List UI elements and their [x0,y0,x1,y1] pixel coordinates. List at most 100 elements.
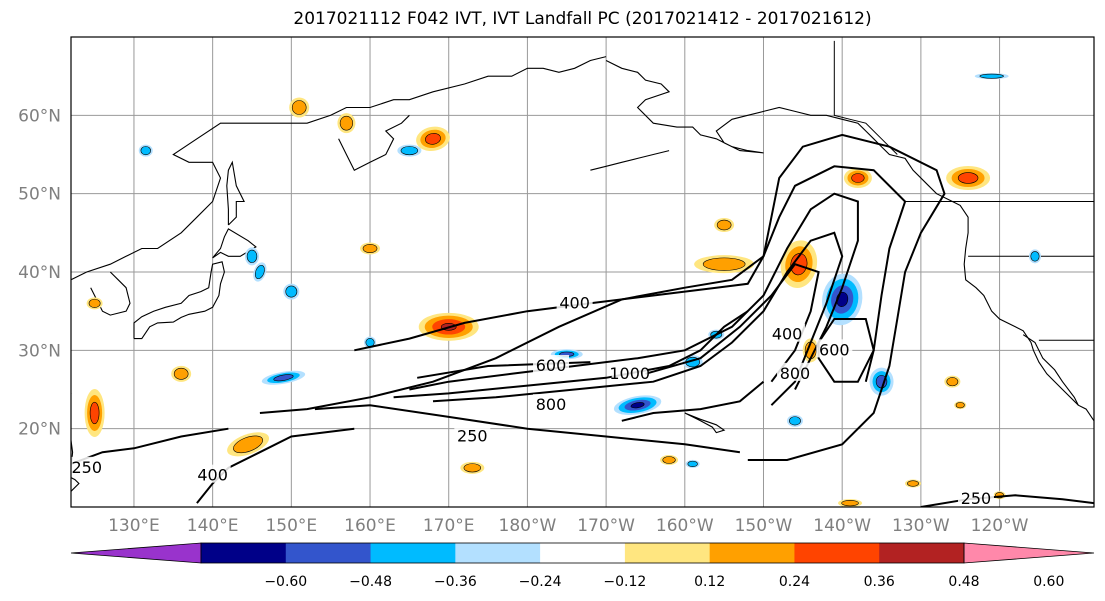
contour-label-bg [957,488,994,507]
coastline-segment [684,412,726,434]
pc-patch [233,435,264,454]
ivt-contour-line [354,165,907,382]
coastline-segment [226,160,245,226]
colorbar-segment [624,543,711,563]
pc-patch [716,219,732,231]
contour-label-bg [611,362,648,381]
colorbar-segment [540,543,626,563]
pc-patch [630,402,645,409]
contour-label: 1000 [609,364,650,383]
axis-labels: 130°E 140°E 150°E 160°E 170°E 180°W 170°W 160°W… [18,106,1028,536]
map-title: 2017021112 F042 IVT, IVT Landfall PC (20… [293,9,872,29]
pc-patch [140,146,151,156]
ivt-pc-shading [84,73,1041,507]
pc-patch [687,460,698,468]
pc-patch [339,115,354,131]
contour-label: 400 [772,325,803,344]
lon-tick-label: 170°E [423,516,475,536]
pc-patch [88,298,101,308]
colorbar-tick-label: −0.12 [603,574,646,590]
coastlines [71,40,1094,493]
pc-patch [285,285,298,298]
contour-label: 800 [536,395,567,414]
colorbar-segment [879,543,965,563]
pc-patch [662,456,676,464]
ivt-contour-line [314,404,741,454]
lon-tick-label: 150°W [735,516,793,536]
lat-tick-label: 50°N [18,185,61,205]
contour-label-bg [776,362,813,381]
lon-tick-label: 140°E [187,516,239,536]
pc-patch [955,402,965,409]
contour-label: 600 [536,356,567,375]
colorbar: −0.60 −0.48 −0.36 −0.24 −0.12 0.12 0.24 0.36 0.4… [70,542,1095,590]
lon-tick-label: 150°E [265,516,317,536]
coastline-segment [605,60,1094,422]
contour-label-bg [556,292,593,311]
pc-patch [946,377,959,387]
pc-patch [789,416,801,426]
coastline-segment [590,150,670,171]
colorbar-tick-label: 0.48 [948,574,979,590]
pc-patch [957,172,979,184]
contour-label-bg [769,323,806,342]
colorbar-tick-label: 0.24 [779,574,810,590]
contour-label-bg [533,394,570,413]
map-frame [70,36,1095,508]
pc-patch [254,264,265,280]
lon-tick-label: 130°W [892,516,950,536]
coastline-segment [71,439,80,493]
pc-patch [851,173,865,183]
contour-label-bg [68,456,105,475]
contour-label: 250 [71,458,102,477]
pc-patch [173,367,189,380]
contour-label: 400 [197,466,228,485]
pc-patch [400,146,419,156]
lat-tick-label: 60°N [18,106,61,126]
pc-patch [425,133,441,145]
coastline-segment [212,228,257,259]
colorbar-tick-label: −0.60 [264,574,307,590]
pc-patch [362,244,378,254]
coastline-segment [71,392,72,396]
lon-tick-label: 160°W [656,516,714,536]
lat-tick-label: 40°N [18,263,61,283]
colorbar-tick-label: −0.48 [349,574,392,590]
colorbar-segment [794,543,880,563]
contour-label-bg [533,355,570,373]
colorbar-tick-label: −0.24 [519,574,562,590]
lat-tick-label: 20°N [18,420,61,440]
ivt-contour-line [196,427,355,504]
contour-label-bg [454,425,491,444]
contour-label: 800 [780,364,811,383]
colorbar-segment [285,543,372,563]
ivt-contour-line [71,427,229,465]
lon-tick-label: 160°E [344,516,396,536]
pc-patch [841,499,859,507]
political-boundary [833,40,898,155]
contour-labels: 400 600 800 1000 250 250 400 400 600 800 250 [68,292,994,508]
coastline-segment [71,56,607,281]
contour-label: 250 [961,489,992,508]
contour-label: 600 [819,340,850,359]
ivt-contour-line [432,231,844,406]
contour-label: 250 [457,427,488,446]
pc-patch [291,100,307,115]
colorbar-segment [201,543,287,563]
lon-tick-label: 180°W [499,516,557,536]
colorbar-segment [370,543,456,563]
lon-tick-label: 170°W [577,516,635,536]
colorbar-extend-high [963,542,1095,564]
pc-patch [463,463,482,473]
colorbar-tick-label: 0.60 [1033,574,1064,590]
contour-label-bg [194,464,231,483]
coastline-segment [1022,334,1079,406]
pc-patch [907,480,919,487]
pc-patch [89,401,100,425]
colorbar-frame [200,542,965,564]
pc-patch [979,73,1004,79]
colorbar-segment [455,543,541,563]
pc-patch [1030,251,1040,262]
colorbar-segment [709,543,795,563]
